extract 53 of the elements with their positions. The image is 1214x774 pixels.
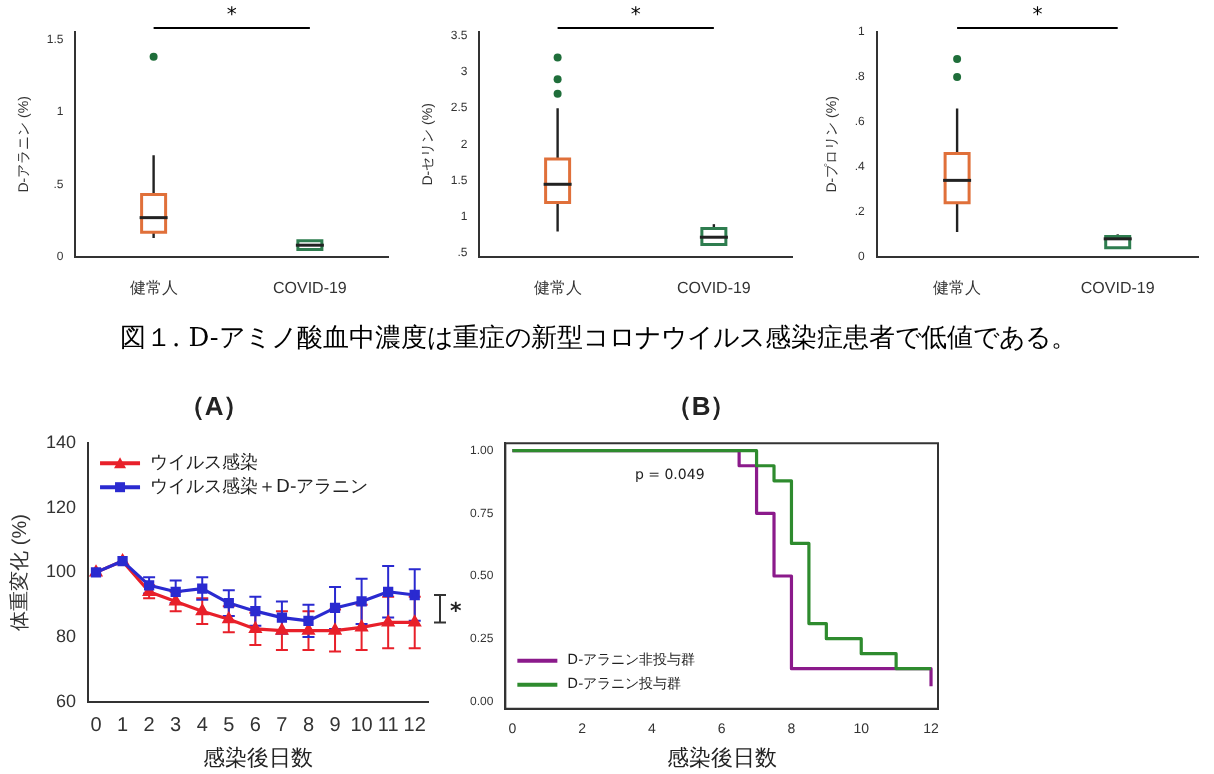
point [409,589,420,601]
y-tick-label: 100 [45,561,77,582]
point [329,602,341,614]
x-tick-label: 4 [196,715,209,738]
x-tick-label: 0 [90,715,103,738]
x-tick-label: 12 [403,715,427,738]
caption: 図１. D-アミノ酸血中濃度は重症の新型コロナウイルス感染症患者で低値である。 [120,322,1079,356]
x-tick-label: 2 [143,715,156,738]
point [329,623,341,635]
x-tick-label: 5 [223,715,236,738]
point [356,596,367,607]
point [276,612,288,623]
point [197,583,208,594]
x-tick-label: 8 [302,715,315,738]
text: * [630,5,641,28]
point [355,620,368,632]
text: * [450,598,462,625]
y-tick-label: 80 [56,625,77,646]
x-tick-label: 健常人 [533,278,582,297]
point [223,597,234,609]
x-tick-label: 健常人 [129,278,178,297]
x-tick-label: COVID-19 [272,278,348,297]
y-tick-label: 120 [45,496,77,517]
x-axis-title: 感染後日数 [666,744,777,771]
x-tick-label: COVID-19 [1080,278,1156,297]
x-tick-label: 9 [329,715,342,738]
point [275,623,288,635]
point [222,612,235,624]
y-tick-label: 140 [45,432,77,453]
legend-label: ウイルス感染＋D-アラニン [150,475,369,498]
chart-title: （A） [178,390,250,421]
legend-label: ウイルス感染 [150,451,259,474]
x-tick-label: 健常人 [933,278,982,297]
x-tick-label: 11 [377,715,400,738]
x-tick-label: 1 [117,715,129,738]
x-tick-label: 3 [170,715,183,738]
text: * [1032,5,1043,28]
x-tick-label: COVID-19 [676,278,752,297]
point [383,586,394,597]
y-axis-title: 体重変化 (%) [7,514,32,631]
y-tick-label: 60 [56,690,77,711]
point [303,615,314,626]
x-axis-title: 感染後日数 [203,744,314,771]
point [196,604,209,616]
point [170,586,181,597]
x-tick-label: 10 [350,715,374,738]
text: * [226,5,237,28]
chart-title: （B） [665,390,737,421]
point [250,606,261,617]
x-tick-label: 7 [276,715,289,738]
point [408,615,421,627]
point [382,615,395,627]
x-tick-label: 6 [249,715,262,738]
